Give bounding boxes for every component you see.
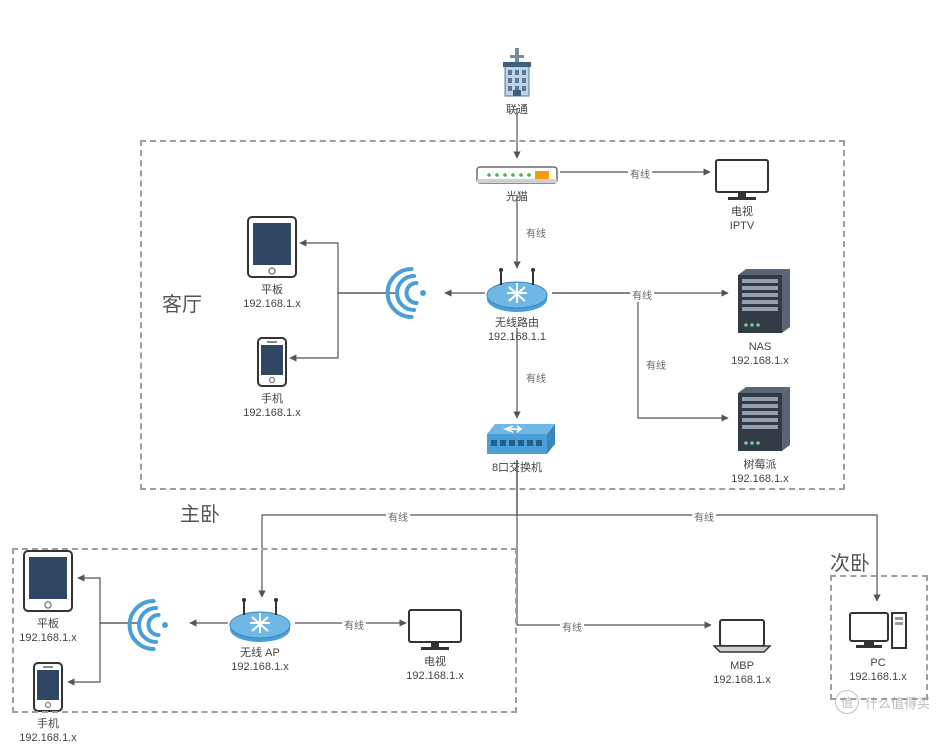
node-iptv-label: 电视 IPTV bbox=[687, 206, 797, 234]
node-phone1: 手机 192.168.1.x bbox=[217, 391, 327, 421]
node-tablet1: 平板 192.168.1.x bbox=[217, 282, 327, 312]
node-tablet2-label: 平板 192.168.1.x bbox=[0, 618, 103, 646]
edge-label-ap-tv2: 有线 bbox=[342, 617, 366, 632]
node-nas-label: NAS 192.168.1.x bbox=[705, 341, 815, 369]
edge-label-switch-pc: 有线 bbox=[692, 509, 716, 524]
node-tv2-label: 电视 192.168.1.x bbox=[380, 656, 490, 684]
node-iptv: 电视 IPTV bbox=[687, 204, 797, 234]
node-pc: PC 192.168.1.x bbox=[823, 655, 933, 685]
edge-label-switch-mbp: 有线 bbox=[560, 619, 584, 634]
node-isp-icon bbox=[503, 48, 531, 96]
node-modem-label: 光猫 bbox=[462, 191, 572, 205]
edge-label-modem-router: 有线 bbox=[524, 225, 548, 240]
zone-label-living: 客厅 bbox=[162, 288, 202, 317]
edge-label-router-nas: 有线 bbox=[630, 287, 654, 302]
node-tv2: 电视 192.168.1.x bbox=[380, 654, 490, 684]
node-phone2: 手机 192.168.1.x bbox=[0, 716, 103, 746]
node-mbp-label: MBP 192.168.1.x bbox=[687, 660, 797, 688]
node-ap: 无线 AP 192.168.1.x bbox=[205, 645, 315, 675]
node-nas: NAS 192.168.1.x bbox=[705, 339, 815, 369]
edge-label-router-pi: 有线 bbox=[644, 357, 668, 372]
node-phone2-label: 手机 192.168.1.x bbox=[0, 718, 103, 746]
node-router-label: 无线路由 192.168.1.1 bbox=[462, 317, 572, 345]
node-router: 无线路由 192.168.1.1 bbox=[462, 315, 572, 345]
node-modem: 光猫 bbox=[462, 189, 572, 205]
node-tablet1-label: 平板 192.168.1.x bbox=[217, 284, 327, 312]
node-pc-label: PC 192.168.1.x bbox=[823, 657, 933, 685]
zone-label-master: 主卧 bbox=[180, 498, 220, 527]
node-phone1-label: 手机 192.168.1.x bbox=[217, 393, 327, 421]
diagram-canvas: { "type": "network", "canvas": { "w": 93… bbox=[0, 0, 938, 720]
zone-label-second: 次卧 bbox=[830, 547, 870, 576]
node-ap-label: 无线 AP 192.168.1.x bbox=[205, 647, 315, 675]
node-switch: 8口交换机 bbox=[462, 460, 572, 476]
node-pi-label: 树莓派 192.168.1.x bbox=[705, 459, 815, 487]
node-switch-label: 8口交换机 bbox=[462, 462, 572, 476]
node-mbp-icon bbox=[714, 620, 770, 652]
edge-label-switch-ap: 有线 bbox=[386, 509, 410, 524]
node-pi: 树莓派 192.168.1.x bbox=[705, 457, 815, 487]
edge-label-modem-iptv: 有线 bbox=[628, 166, 652, 181]
edge-label-router-switch: 有线 bbox=[524, 370, 548, 385]
node-isp-label: 联通 bbox=[462, 104, 572, 118]
node-isp: 联通 bbox=[462, 102, 572, 118]
node-mbp: MBP 192.168.1.x bbox=[687, 658, 797, 688]
node-tablet2: 平板 192.168.1.x bbox=[0, 616, 103, 646]
